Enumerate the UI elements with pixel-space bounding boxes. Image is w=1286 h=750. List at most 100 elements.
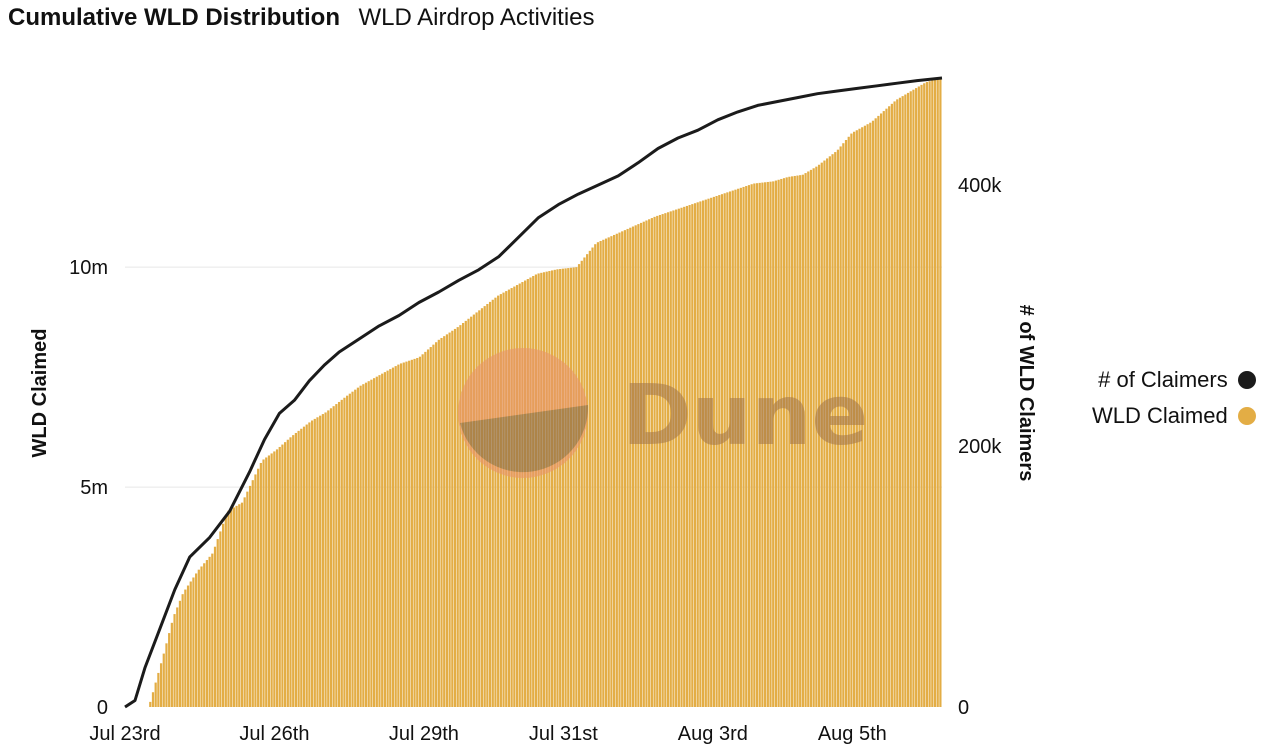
bar-wld-claimed [224,516,227,707]
bar-wld-claimed [162,653,165,707]
bar-wld-claimed [507,289,511,707]
bar-wld-claimed [831,154,834,707]
y-left-axis-title: WLD Claimed [29,329,51,458]
bar-wld-claimed [230,509,233,707]
bar-wld-claimed [888,106,891,707]
bar-wld-claimed [764,182,767,707]
bar-wld-claimed [591,247,594,707]
bar-wld-claimed [610,236,613,708]
bar-wld-claimed [405,361,408,707]
bar-wld-claimed [688,205,691,707]
bar-wld-claimed [804,173,807,707]
bar-wld-claimed [176,607,179,707]
bar-wld-claimed [273,451,276,707]
bar-wld-claimed [769,181,772,708]
bar-wld-claimed [931,80,934,707]
bar-wld-claimed [348,393,351,707]
bar-wld-claimed [488,301,492,707]
bar-wld-claimed [890,103,893,707]
bar-wld-claimed [712,196,715,707]
bar-wld-claimed [467,318,470,707]
bar-wld-claimed [720,194,724,708]
bar-wld-claimed [170,622,173,707]
bar-wld-claimed [184,589,187,707]
bar-wld-claimed [704,199,707,707]
bar-wld-claimed [259,462,262,707]
bar-wld-claimed [569,267,573,707]
bar-wld-claimed [556,269,559,707]
bar-wld-claimed [799,175,802,707]
logo-shade [460,405,589,473]
bar-wld-claimed [510,288,513,707]
bar-wld-claimed [375,376,378,707]
y-right-tick-label: 400k [958,175,1002,197]
bar-wld-claimed [672,210,675,707]
bar-wld-claimed [213,546,217,707]
legend-item-claimers[interactable]: # of Claimers [1092,362,1256,398]
bar-wld-claimed [599,240,602,708]
bar-wld-claimed [448,332,451,707]
bar-wld-claimed [356,387,360,707]
bar-wld-claimed [839,146,842,707]
bar-wld-claimed [221,523,225,707]
bar-wld-claimed [637,224,640,707]
bar-wld-claimed [472,314,475,707]
bar-wld-claimed [906,92,910,707]
bar-wld-claimed [685,205,689,707]
bar-wld-claimed [634,225,637,707]
bar-wld-claimed [173,614,176,707]
bar-wld-claimed [801,174,804,707]
bar-wld-claimed [426,349,430,707]
bar-wld-claimed [707,198,710,707]
bar-wld-claimed [828,156,831,707]
bar-wld-claimed [480,308,484,707]
x-tick-label: Aug 5th [818,723,887,745]
bar-wld-claimed [861,127,864,708]
bar-wld-claimed [497,295,500,707]
legend: # of Claimers WLD Claimed [1092,362,1256,434]
bar-wld-claimed [165,643,168,707]
bar-wld-claimed [639,222,643,707]
bar-wld-claimed [149,701,152,707]
bar-wld-claimed [728,191,732,707]
bar-wld-claimed [383,372,386,707]
bar-wld-claimed [451,330,454,707]
bar-wld-claimed [211,553,214,707]
bar-wld-claimed [753,183,756,708]
bar-wld-claimed [812,168,815,707]
bar-wld-claimed [354,389,357,707]
bar-wld-claimed [491,299,494,707]
bar-wld-claimed [324,412,327,707]
bar-wld-claimed [470,316,473,707]
bar-wld-claimed [367,381,370,707]
bar-wld-claimed [718,195,721,707]
bar-wld-claimed [532,276,535,707]
bar-wld-claimed [594,244,597,707]
bar-wld-claimed [494,297,497,707]
bar-wld-claimed [734,189,737,707]
bar-wld-claimed [478,310,481,707]
bar-wld-claimed [726,192,729,708]
legend-item-wld-claimed[interactable]: WLD Claimed [1092,398,1256,434]
bar-wld-claimed [723,193,726,707]
chart-title: Cumulative WLD Distribution [8,4,340,31]
y-left-tick-label: 5m [80,477,108,499]
bar-wld-claimed [815,166,818,707]
bar-wld-claimed [893,101,896,708]
bar-wld-claimed [157,672,160,707]
bar-wld-claimed [437,339,440,707]
bar-wld-claimed [796,175,799,708]
bar-wld-claimed [267,455,271,707]
bar-wld-claimed [370,379,373,707]
bar-wld-claimed [362,384,365,707]
bar-wld-claimed [545,271,548,707]
bar-wld-claimed [675,209,678,708]
bar-wld-claimed [782,178,786,707]
bar-wld-claimed [534,274,538,707]
bar-wld-claimed [586,254,589,707]
bar-wld-claimed [391,367,395,707]
y-right-axis-title: # of WLD Claimers [1015,305,1037,482]
bar-wld-claimed [464,320,467,707]
bar-wld-claimed [750,184,753,708]
